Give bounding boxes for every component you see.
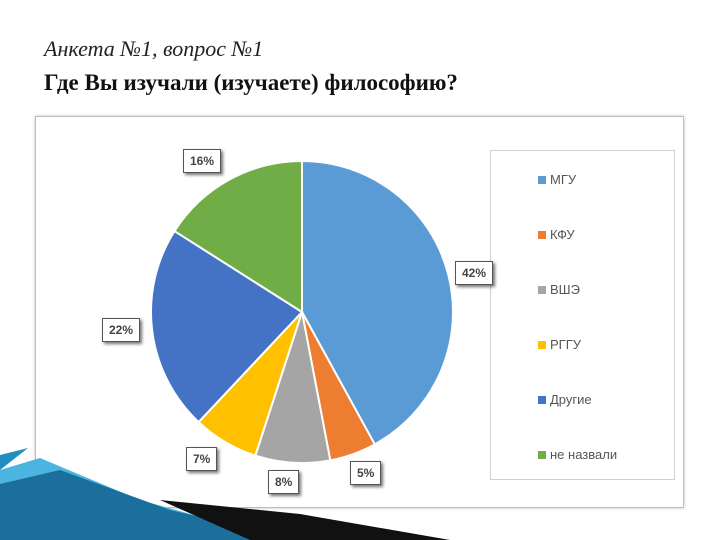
legend-item-vshe: ВШЭ [538, 282, 580, 297]
slide-subtitle: Анкета №1, вопрос №1 [44, 36, 264, 61]
legend-item-rggu: РГГУ [538, 337, 581, 352]
legend-item-other: Другие [538, 392, 592, 407]
legend-item-none: не назвали [538, 447, 617, 462]
legend-item-mgu: МГУ [538, 172, 576, 187]
legend-label: МГУ [550, 172, 577, 187]
legend-label: ВШЭ [550, 282, 580, 297]
data-label-vshe: 8% [268, 470, 300, 494]
legend-label: РГГУ [550, 337, 582, 352]
legend-item-kfu: КФУ [538, 227, 575, 242]
legend-label: не назвали [550, 447, 618, 462]
legend-swatch [538, 285, 546, 294]
data-label-rggu: 7% [186, 447, 218, 471]
legend-label: КФУ [550, 227, 575, 242]
legend-label: Другие [550, 392, 592, 407]
pie-slice-other [150, 229, 304, 424]
data-label-mgu: 42% [455, 261, 494, 285]
data-label-none: 16% [183, 149, 222, 173]
pie-slice-none [173, 159, 303, 314]
legend-swatch [538, 450, 546, 459]
chart-legend [490, 150, 675, 480]
pie-slice-mgu [301, 159, 454, 446]
slide-title: Где Вы изучали (изучаете) философию? [44, 70, 458, 95]
legend-swatch [538, 230, 546, 239]
data-label-other: 22% [102, 318, 141, 342]
legend-swatch [538, 175, 546, 184]
data-label-kfu: 5% [350, 461, 382, 485]
legend-swatch [538, 340, 546, 349]
legend-swatch [538, 395, 546, 404]
